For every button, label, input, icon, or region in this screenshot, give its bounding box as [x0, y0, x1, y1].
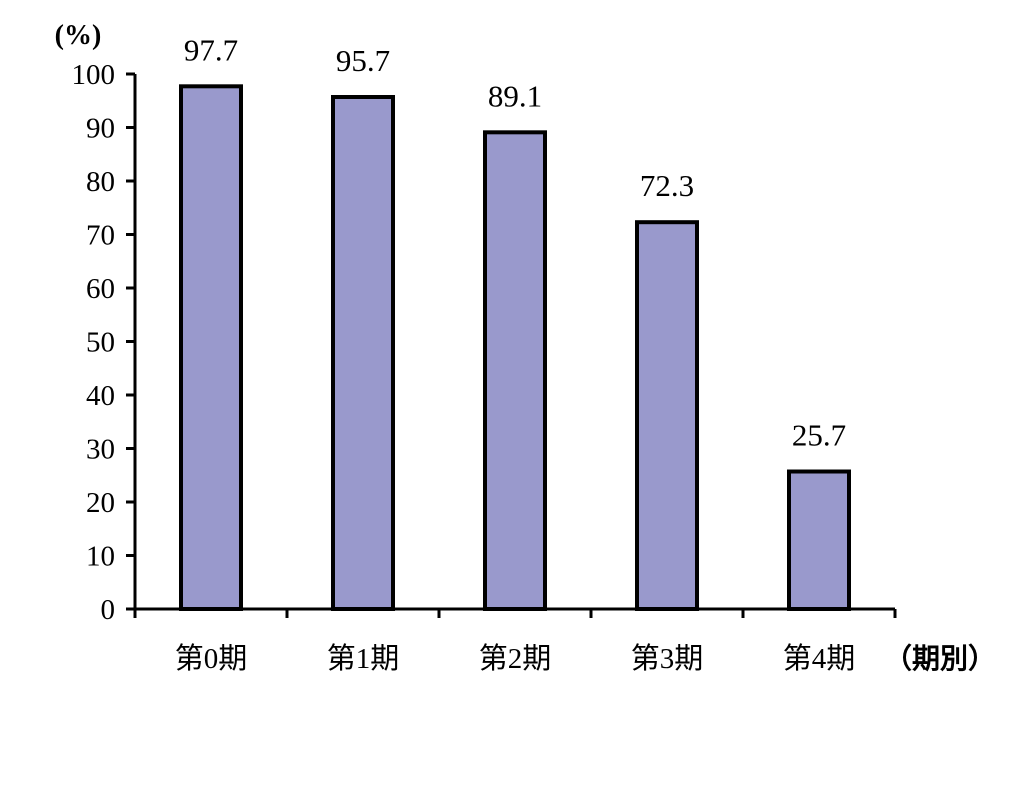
bar — [483, 130, 547, 611]
x-axis-unit-label: （期別） — [884, 642, 996, 675]
category-label: 第4期 — [783, 642, 856, 675]
y-tick-label: 80 — [86, 166, 115, 198]
y-tick-label: 50 — [86, 327, 115, 359]
y-tick-label: 0 — [101, 594, 116, 626]
bar-value-label: 95.7 — [336, 43, 390, 78]
y-tick-label: 20 — [86, 487, 115, 519]
bar — [179, 84, 243, 612]
bar-value-label: 97.7 — [184, 32, 238, 67]
bar-series — [179, 84, 851, 612]
category-label: 第0期 — [175, 642, 248, 675]
bar-value-label: 25.7 — [792, 418, 846, 453]
bar — [787, 469, 851, 611]
y-tick-label: 70 — [86, 220, 115, 252]
category-label: 第2期 — [479, 642, 552, 675]
y-tick-label: 30 — [86, 434, 115, 466]
bar-value-label: 72.3 — [640, 168, 694, 203]
bar — [331, 95, 395, 611]
category-label: 第1期 — [327, 642, 400, 675]
category-labels: 第0期 第1期 第2期 第3期 第4期 — [175, 642, 856, 675]
y-tick-label: 60 — [86, 273, 115, 305]
y-axis: 0 10 20 30 40 50 60 70 80 90 100 — [72, 59, 137, 626]
y-tick-label: 10 — [86, 541, 115, 573]
data-labels: 97.7 95.7 89.1 72.3 25.7 — [184, 32, 846, 452]
y-tick-label: 100 — [72, 59, 116, 91]
y-axis-unit-label: (%) — [55, 20, 102, 51]
bar-value-label: 89.1 — [488, 78, 542, 113]
bar — [635, 220, 699, 611]
y-tick-label: 40 — [86, 380, 115, 412]
y-tick-label: 90 — [86, 113, 115, 145]
category-label: 第3期 — [631, 642, 704, 675]
